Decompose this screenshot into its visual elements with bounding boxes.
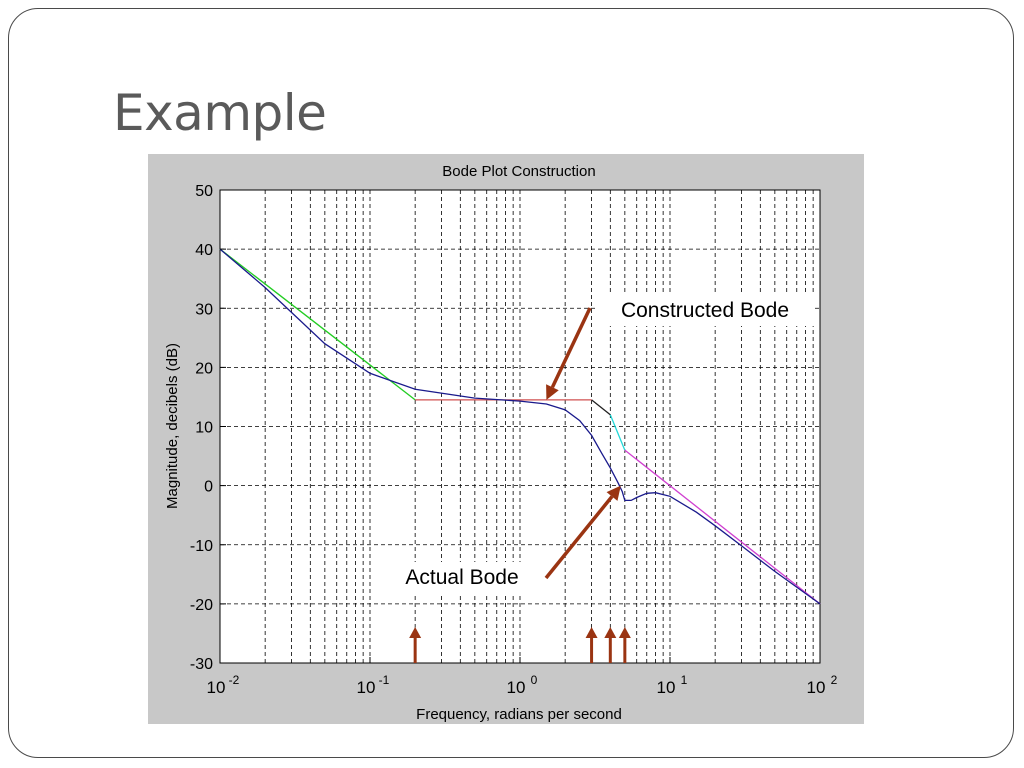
y-tick-label: 50 <box>195 183 213 200</box>
marker-layer <box>409 627 631 663</box>
annotation-layer: Constructed Bode Actual Bode <box>390 294 814 594</box>
series-low-asymptote <box>219 248 416 401</box>
series-constructed-cyan <box>609 414 626 451</box>
x-tick-base: 10 <box>657 678 676 697</box>
y-tick-label: -10 <box>190 538 213 555</box>
breakpoint-arrow <box>604 627 617 663</box>
annotation-label: Actual Bode <box>405 566 518 589</box>
breakpoint-arrow <box>585 627 598 663</box>
x-tick-exponent: -1 <box>379 673 390 687</box>
y-tick-label: -20 <box>190 597 213 614</box>
series-layer <box>219 248 821 605</box>
annotation: Actual Bode <box>390 485 621 594</box>
y-tick-label: 10 <box>195 420 213 437</box>
y-tick-label: 30 <box>195 301 213 318</box>
annotation: Constructed Bode <box>546 294 814 400</box>
x-tick-label: 10 2 <box>807 673 838 697</box>
slide-title: Example <box>113 84 327 142</box>
x-tick-label: 10 0 <box>507 673 538 697</box>
annotation-arrow-head <box>546 384 559 400</box>
y-tick-label: 20 <box>195 360 213 377</box>
y-tick-label: 40 <box>195 242 213 259</box>
x-tick-exponent: 1 <box>681 673 688 687</box>
annotation-arrow-head <box>606 485 621 501</box>
x-tick-label: 10 1 <box>657 673 688 697</box>
breakpoint-arrow <box>618 627 631 663</box>
annotation-arrow-shaft <box>550 307 592 388</box>
x-tick-label: 10 -1 <box>357 673 390 697</box>
breakpoint-arrow <box>409 627 422 663</box>
y-tick-label: -30 <box>190 656 213 673</box>
annotation-arrow-shaft <box>544 495 614 580</box>
series-actual <box>219 248 821 605</box>
annotation-label: Constructed Bode <box>621 299 789 322</box>
x-tick-exponent: 0 <box>531 673 538 687</box>
x-tick-exponent: 2 <box>831 673 838 687</box>
x-tick-exponent: -2 <box>229 673 240 687</box>
chart-title: Bode Plot Construction <box>442 163 595 180</box>
y-tick-label: 0 <box>204 479 213 496</box>
series-high-asymptote <box>624 449 821 605</box>
x-tick-base: 10 <box>357 678 376 697</box>
series-constructed-mid <box>591 399 611 416</box>
x-tick-label: 10 -2 <box>207 673 240 697</box>
y-axis-label: Magnitude, decibels (dB) <box>164 343 181 509</box>
x-tick-base: 10 <box>807 678 826 697</box>
x-tick-base: 10 <box>507 678 526 697</box>
x-axis-label: Frequency, radians per second <box>416 706 622 723</box>
x-tick-base: 10 <box>207 678 226 697</box>
